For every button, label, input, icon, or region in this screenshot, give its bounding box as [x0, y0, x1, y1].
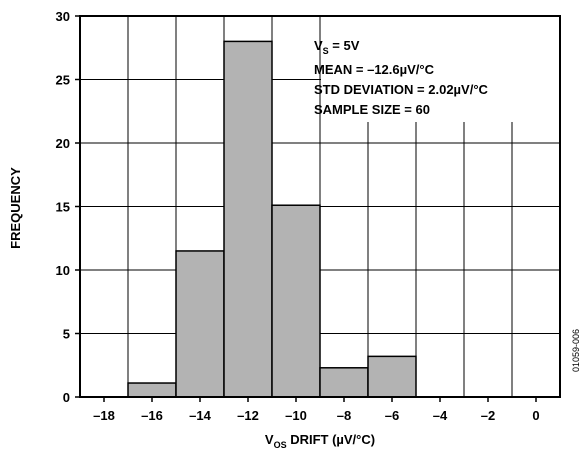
histogram-bar	[127, 382, 177, 398]
x-tick-labels: –18 –16 –14 –12 –10 –8 –6 –4 –2 0	[93, 408, 539, 423]
x-tick-label: –18	[93, 408, 115, 423]
x-tick-label: –16	[141, 408, 163, 423]
mean-annotation: MEAN = –12.6µV/°C	[314, 62, 435, 77]
y-tick-label: 30	[56, 9, 70, 24]
std-deviation-annotation: STD DEVIATION = 2.02µV/°C	[314, 82, 489, 97]
y-tick-label: 10	[56, 263, 70, 278]
histogram-bar	[319, 367, 369, 398]
x-tick-label: –10	[285, 408, 307, 423]
supply-voltage-annotation: VS = 5V	[314, 38, 360, 56]
x-tick-label: –4	[433, 408, 448, 423]
sample-size-annotation: SAMPLE SIZE = 60	[314, 102, 430, 117]
x-tick-label: –6	[385, 408, 399, 423]
histogram-bar	[223, 40, 273, 398]
y-tick-label: 25	[56, 73, 70, 88]
histogram-bar	[367, 355, 417, 398]
tick-marks	[75, 15, 537, 402]
y-tick-label: 5	[63, 327, 70, 342]
x-axis-label: VOS DRIFT (µV/°C)	[265, 432, 375, 450]
figure-id: 01059-006	[571, 329, 581, 372]
y-tick-label: 0	[63, 390, 70, 405]
x-tick-label: –12	[237, 408, 259, 423]
y-tick-label: 15	[56, 200, 70, 215]
x-tick-label: 0	[532, 408, 539, 423]
stats-background	[321, 17, 559, 122]
stats-annotation: VS = 5V MEAN = –12.6µV/°C STD DEVIATION …	[314, 17, 559, 122]
y-axis-label: FREQUENCY	[8, 167, 23, 249]
x-tick-label: –14	[189, 408, 211, 423]
histogram-bar	[271, 204, 321, 398]
histogram-bar	[175, 250, 225, 398]
x-tick-label: –8	[337, 408, 351, 423]
x-tick-label: –2	[481, 408, 495, 423]
histogram-bars	[127, 40, 417, 398]
y-tick-label: 20	[56, 136, 70, 151]
y-tick-labels: 0 5 10 15 20 25 30	[56, 9, 70, 405]
